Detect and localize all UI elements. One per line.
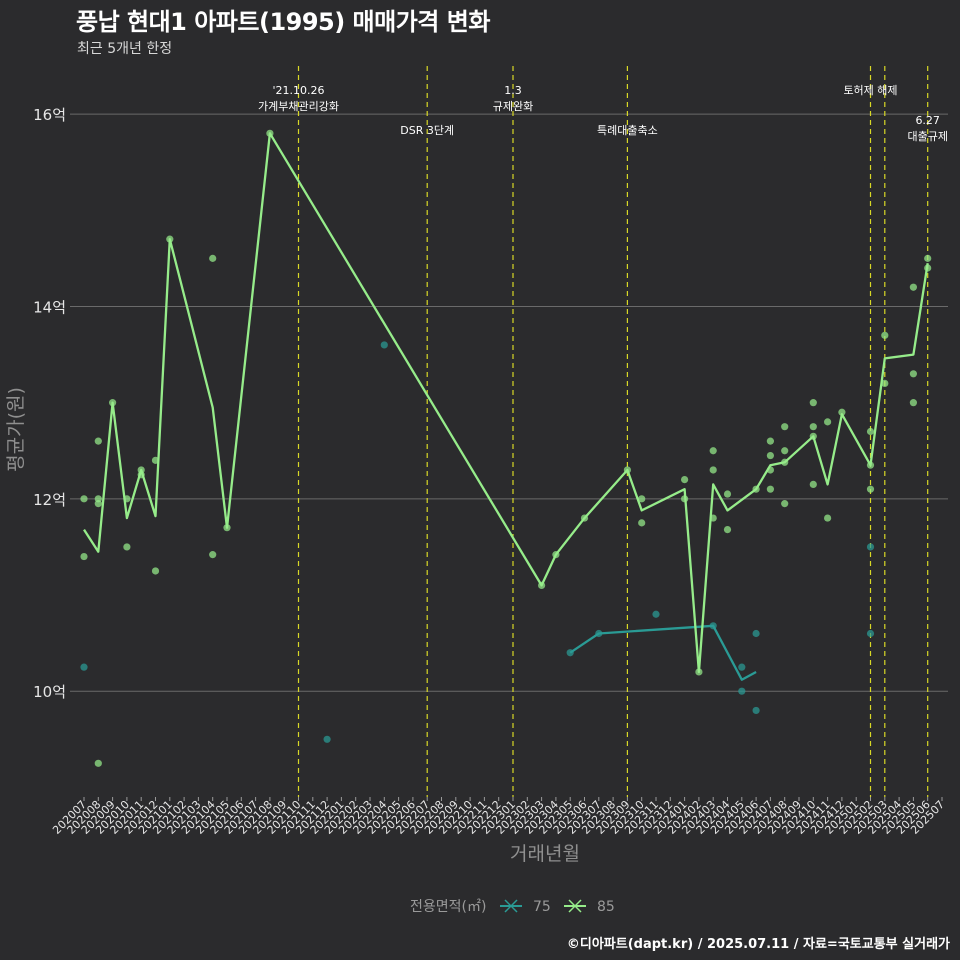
transaction-point: [709, 466, 717, 474]
transaction-point: [94, 759, 102, 767]
transaction-point: [94, 500, 102, 508]
legend-title: 전용면적(㎡): [410, 899, 486, 915]
transaction-point: [652, 610, 660, 618]
transaction-point: [752, 629, 760, 638]
y-tick-label: 10억: [33, 683, 66, 701]
transaction-point: [781, 423, 789, 431]
event-label: 특례대출축소: [597, 124, 658, 137]
transaction-point: [380, 341, 388, 349]
transaction-point: [638, 495, 646, 503]
transaction-point: [909, 399, 918, 407]
transaction-point: [909, 283, 918, 291]
transaction-point: [94, 437, 102, 445]
transaction-point: [809, 480, 817, 489]
transaction-point: [824, 514, 832, 522]
transaction-point: [824, 418, 832, 426]
transaction-point: [781, 500, 789, 508]
transaction-point: [209, 551, 217, 559]
transaction-point: [766, 437, 775, 445]
transaction-point: [924, 254, 932, 262]
transaction-point: [80, 552, 88, 561]
transaction-point: [752, 706, 760, 715]
transaction-point: [681, 475, 689, 484]
event-label: 가계부채관리강화: [258, 100, 339, 113]
y-tick-label: 16억: [33, 106, 66, 124]
transaction-point: [781, 447, 789, 455]
transaction-point: [80, 663, 88, 671]
transaction-point: [838, 408, 846, 416]
grid-layer: [70, 113, 948, 692]
transaction-point: [766, 451, 775, 460]
transaction-point: [323, 735, 331, 743]
transaction-point: [809, 423, 817, 431]
y-tick-label: 14억: [33, 298, 66, 316]
event-lines: [297, 66, 929, 797]
transaction-point: [866, 485, 875, 493]
legend-swatch-mark: [568, 899, 582, 913]
event-label: 대출규제: [907, 130, 947, 143]
transaction-point: [766, 485, 775, 493]
series-line-85: [83, 132, 929, 674]
event-label: 토허제 해제: [843, 83, 897, 97]
legend-label-75: 75: [533, 899, 551, 915]
chart-title: 풍납 현대1 아파트(1995) 매매가격 변화: [76, 8, 490, 36]
caption: ©디아파트(dapt.kr) / 2025.07.11 / 자료=국토교통부 실…: [566, 937, 950, 952]
transaction-point: [881, 331, 889, 339]
transaction-point: [723, 526, 732, 534]
transaction-point: [709, 447, 717, 455]
y-axis-title: 평균가(원): [5, 387, 27, 472]
y-tick-label: 12억: [33, 491, 66, 509]
transaction-points: [80, 129, 932, 767]
transaction-point: [723, 490, 732, 498]
event-label: 6.27: [915, 114, 940, 127]
event-label: '21.10.26: [272, 84, 324, 97]
transaction-point: [209, 254, 217, 262]
x-axis-title: 거래년월: [510, 843, 580, 865]
transaction-point: [881, 379, 889, 388]
series-lines: [83, 132, 929, 681]
transaction-point: [866, 543, 875, 551]
transaction-point: [638, 519, 646, 527]
event-label: DSR 3단계: [400, 124, 454, 137]
legend-label-85: 85: [597, 899, 615, 915]
axis-layer: 10억12억14억16억2020072020082020092020102020…: [5, 106, 947, 865]
legend: 전용면적(㎡) 75 85: [410, 899, 615, 915]
transaction-point: [738, 687, 746, 695]
series-line-75: [569, 624, 757, 681]
transaction-point: [151, 567, 160, 575]
event-label: 1.3: [504, 84, 522, 97]
transaction-point: [909, 370, 918, 378]
transaction-point: [866, 629, 875, 638]
transaction-point: [123, 543, 131, 551]
transaction-point: [866, 427, 875, 436]
transaction-point: [80, 495, 88, 503]
legend-swatch-mark: [504, 899, 518, 913]
chart-subtitle: 최근 5개년 한정: [77, 41, 173, 57]
transaction-point: [809, 399, 817, 407]
event-label: 규제완화: [493, 100, 533, 113]
transaction-point: [738, 663, 746, 671]
